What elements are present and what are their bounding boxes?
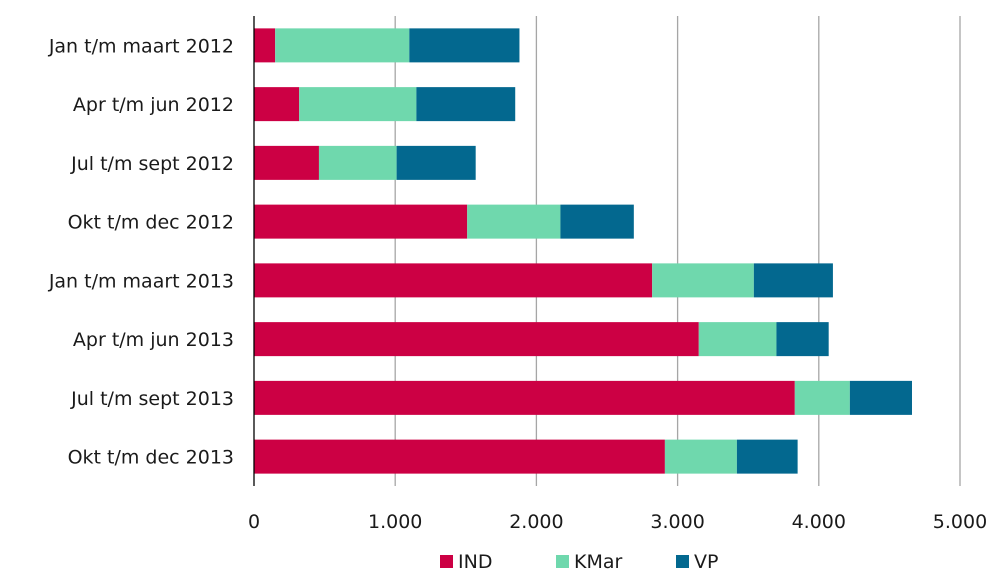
- legend-label-ind: IND: [458, 551, 492, 573]
- category-label: Okt t/m dec 2012: [68, 212, 234, 234]
- legend-swatch-vp: [676, 555, 689, 568]
- bar-segment-vp: [396, 145, 476, 180]
- bar-segment-vp: [753, 263, 833, 298]
- gridlines: [394, 16, 961, 486]
- category-label: Jan t/m maart 2013: [48, 270, 234, 292]
- category-label: Apr t/m jun 2012: [73, 94, 234, 116]
- legend-label-vp: VP: [694, 551, 718, 573]
- x-tick-label: 5.000: [933, 511, 987, 533]
- legend-swatch-ind: [440, 555, 453, 568]
- x-tick-label: 0: [248, 511, 260, 533]
- x-tick-label: 4.000: [792, 511, 846, 533]
- bar-segment-vp: [849, 380, 912, 415]
- category-label: Jan t/m maart 2012: [48, 35, 234, 57]
- legend-label-kmar: KMar: [574, 551, 622, 573]
- category-labels: Jan t/m maart 2012 Apr t/m jun 2012 Jul t/…: [48, 35, 234, 468]
- category-label: Okt t/m dec 2013: [68, 447, 234, 469]
- bar-segment-ind: [254, 380, 795, 415]
- bar-segment-ind: [254, 204, 468, 239]
- bar-segment-vp: [736, 439, 798, 474]
- x-tick-label: 1.000: [368, 511, 422, 533]
- bar-segment-kmar: [698, 322, 777, 357]
- bars: [254, 28, 912, 474]
- legend: IND KMar VP: [440, 551, 718, 573]
- bar-segment-kmar: [275, 28, 410, 63]
- bar-segment-ind: [254, 87, 300, 122]
- bar-segment-vp: [776, 322, 829, 357]
- bar-segment-vp: [560, 204, 634, 239]
- x-tick-label: 3.000: [650, 511, 704, 533]
- bar-segment-kmar: [794, 380, 850, 415]
- bar-segment-ind: [254, 28, 276, 63]
- category-label: Jul t/m sept 2013: [70, 388, 234, 410]
- bar-segment-ind: [254, 145, 319, 180]
- category-label: Apr t/m jun 2013: [73, 329, 234, 351]
- x-tick-labels: 0 1.000 2.000 3.000 4.000 5.000: [248, 511, 987, 533]
- bar-segment-kmar: [652, 263, 754, 298]
- bar-segment-vp: [416, 87, 516, 122]
- legend-swatch-kmar: [556, 555, 569, 568]
- bar-segment-vp: [409, 28, 520, 63]
- bar-segment-ind: [254, 439, 665, 474]
- x-tick-label: 2.000: [509, 511, 563, 533]
- category-label: Jul t/m sept 2012: [70, 153, 234, 175]
- bar-segment-ind: [254, 263, 653, 298]
- bar-segment-kmar: [299, 87, 417, 122]
- bar-segment-ind: [254, 322, 699, 357]
- bar-segment-kmar: [318, 145, 397, 180]
- bar-segment-kmar: [467, 204, 561, 239]
- bar-segment-kmar: [664, 439, 737, 474]
